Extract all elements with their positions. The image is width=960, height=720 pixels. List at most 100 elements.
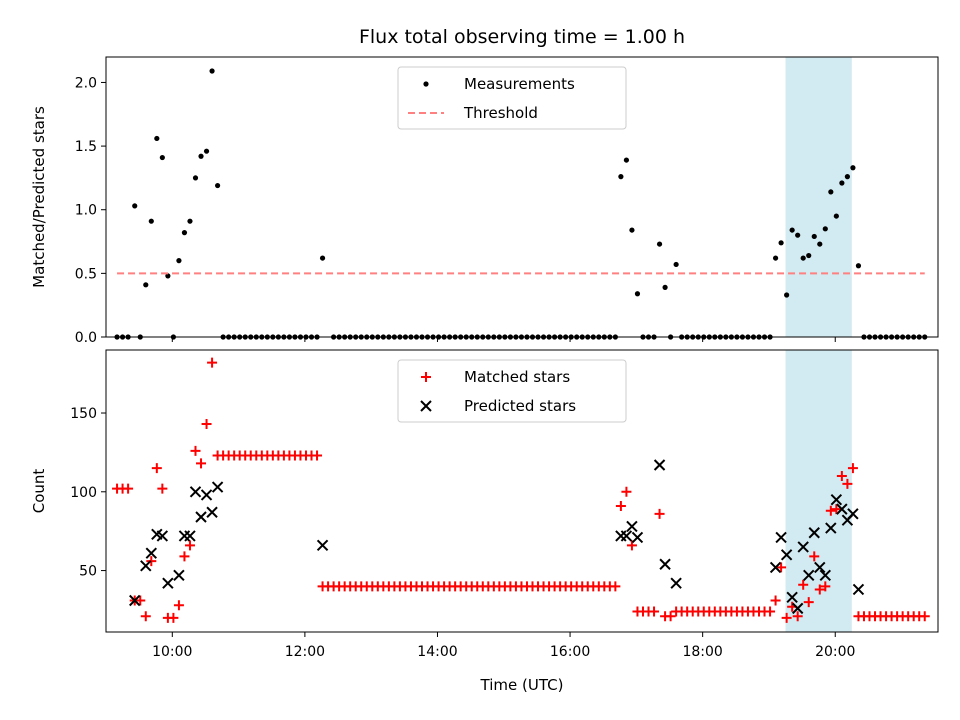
counts-panel: 50 100 150 10:00 12:00 14:00 16:00 18:00 20:00 Co… [30,349,939,694]
y-tick-label: 1.5 [75,139,97,155]
plot-frame [105,349,939,633]
legend-label: Measurements [464,75,575,93]
data-point [157,483,168,494]
x-tick-label: 10:00 [152,644,192,660]
highlight-band [785,350,852,632]
data-point [775,531,787,544]
data-point [789,227,795,233]
data-point [809,551,820,562]
data-point [631,531,644,544]
data-point [184,540,195,551]
data-point [192,175,199,181]
data-point [673,261,679,268]
data-point [820,581,831,592]
legend-box [397,359,627,423]
data-point [830,493,843,506]
x-tick-label: 18:00 [682,644,722,660]
data-point [159,154,165,161]
data-point [206,506,218,518]
data-point [803,569,815,581]
data-point [173,600,184,611]
data-point [618,174,624,180]
data-point [654,508,665,519]
data-point [211,481,224,493]
x-tick-label: 16:00 [550,644,590,660]
data-point [792,611,803,622]
y-tick-label: 1.0 [75,203,97,219]
data-point [781,612,792,623]
data-point [814,584,825,595]
data-point [319,255,326,261]
y-tick-label: 0.5 [75,266,97,282]
legend-swatch [423,81,429,87]
data-point [165,273,171,279]
y-tick-label: 150 [70,406,97,422]
data-point [665,611,676,622]
data-point [656,241,663,247]
data-point [825,522,837,534]
legend-box [397,66,627,130]
y-tick-label: 2.0 [75,75,97,91]
data-point [190,445,201,456]
legend-swatch [420,400,432,412]
data-point [850,165,856,171]
data-point [162,577,174,589]
data-point [670,577,682,589]
data-point [140,611,151,622]
data-point [653,459,666,471]
data-point [143,282,149,288]
data-point [195,511,207,523]
data-point [798,579,809,590]
y-axis-title: Matched/Predicted stars [30,106,48,288]
data-point [316,539,329,552]
data-point [852,583,865,596]
data-point [808,527,820,539]
measurements-panel: 0.0 0.5 1.0 1.5 2.0 Matched/Predicted stars Me… [30,56,939,346]
highlight-band [785,57,852,337]
data-point [662,284,668,290]
data-point [649,606,660,617]
data-point [200,489,213,501]
data-point [168,612,179,623]
data-point [844,174,850,180]
data-point [151,463,162,474]
data-point [209,68,215,74]
data-point [146,556,157,567]
data-point [634,291,641,297]
data-point [615,500,626,511]
data-point [847,508,859,520]
data-point [178,530,191,542]
data-point [811,233,817,240]
legend-label: Predicted stars [464,397,576,415]
data-point [621,486,632,497]
x-tick-label: 14:00 [417,644,457,660]
data-point [819,569,832,581]
data-point [842,478,853,489]
data-point [626,540,637,551]
data-point [778,240,784,246]
data-point [145,547,158,559]
data-point [176,258,182,264]
data-point [814,561,826,574]
data-point [791,602,804,615]
data-point [148,218,154,224]
data-point [123,483,134,494]
data-point [154,135,160,142]
data-point [833,213,839,219]
legend: Measurements Threshold [397,66,627,130]
chart-title: Flux total observing time = 1.00 h [359,26,685,48]
series-matched-stars [112,357,930,623]
x-tick-label: 20:00 [815,644,855,660]
data-point [825,505,836,516]
data-point [836,503,848,515]
data-point [770,595,781,606]
data-point [187,218,193,224]
data-point [831,504,842,515]
y-tick-label: 0.0 [75,330,97,346]
data-point [129,594,141,607]
data-point [629,227,635,233]
data-point [312,450,323,461]
data-point [173,569,185,581]
y-tick-label: 100 [70,485,97,501]
